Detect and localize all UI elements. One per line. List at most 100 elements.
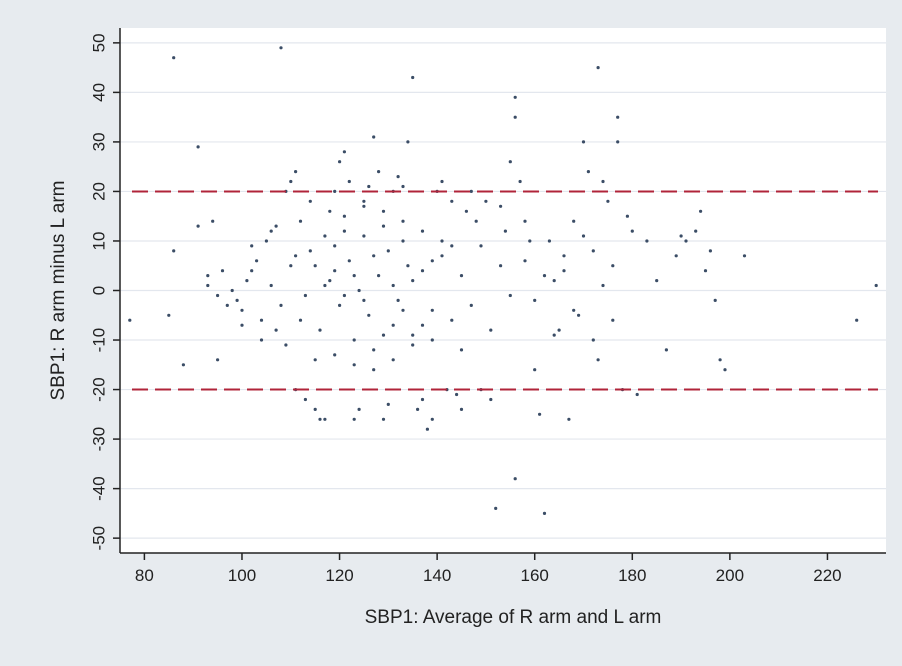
data-point bbox=[318, 417, 322, 421]
data-point bbox=[352, 274, 356, 278]
y-axis-title: SBP1: R arm minus L arm bbox=[48, 181, 69, 401]
data-point bbox=[216, 293, 220, 298]
data-point bbox=[513, 477, 517, 481]
data-point bbox=[664, 348, 669, 352]
y-tick-label: -20 bbox=[89, 377, 108, 402]
data-point bbox=[703, 269, 708, 273]
data-point bbox=[362, 204, 366, 208]
data-point bbox=[411, 75, 415, 80]
data-point bbox=[420, 269, 425, 273]
data-point bbox=[469, 303, 473, 307]
data-point bbox=[450, 244, 454, 248]
data-point bbox=[430, 308, 434, 312]
data-point bbox=[240, 323, 244, 327]
data-point bbox=[342, 150, 346, 154]
y-tick-label: -10 bbox=[89, 328, 108, 353]
data-point bbox=[386, 249, 390, 253]
data-point bbox=[352, 338, 356, 342]
data-point bbox=[411, 279, 415, 283]
data-point bbox=[469, 189, 473, 193]
data-point bbox=[294, 170, 298, 174]
data-point bbox=[581, 140, 586, 144]
data-point bbox=[474, 219, 478, 223]
data-point bbox=[206, 274, 210, 278]
data-point bbox=[274, 328, 278, 332]
x-axis-title: SBP1: Average of R arm and L arm bbox=[365, 607, 662, 628]
data-point bbox=[494, 506, 498, 510]
data-point bbox=[347, 179, 351, 184]
data-point bbox=[616, 115, 620, 119]
data-point bbox=[381, 333, 386, 337]
data-point bbox=[557, 328, 561, 332]
data-point bbox=[645, 239, 649, 243]
data-point bbox=[211, 219, 215, 223]
data-point bbox=[416, 407, 420, 411]
y-tick-label: 0 bbox=[89, 286, 108, 295]
data-point bbox=[181, 363, 185, 367]
data-point bbox=[718, 358, 722, 362]
data-point bbox=[420, 397, 425, 402]
y-tick-label: -30 bbox=[89, 427, 108, 452]
data-point bbox=[855, 318, 859, 322]
data-point bbox=[499, 204, 503, 208]
data-point bbox=[508, 160, 512, 164]
data-point bbox=[674, 254, 678, 258]
data-point bbox=[420, 229, 425, 233]
data-point bbox=[372, 135, 376, 139]
data-point bbox=[386, 402, 390, 406]
data-point bbox=[586, 170, 591, 174]
data-point bbox=[479, 244, 483, 248]
data-point bbox=[342, 293, 346, 298]
data-point bbox=[489, 328, 493, 332]
data-point bbox=[606, 199, 610, 203]
data-point bbox=[362, 199, 366, 203]
data-point bbox=[372, 368, 376, 372]
data-point bbox=[533, 298, 537, 302]
data-point bbox=[723, 368, 727, 372]
data-point bbox=[440, 239, 444, 243]
data-point bbox=[216, 358, 220, 362]
data-point bbox=[279, 46, 283, 50]
data-point bbox=[425, 427, 429, 431]
data-point bbox=[381, 224, 386, 228]
data-point bbox=[342, 214, 346, 218]
data-point bbox=[518, 179, 522, 184]
data-point bbox=[401, 239, 405, 243]
data-point bbox=[196, 145, 200, 149]
data-point bbox=[245, 279, 249, 283]
data-point bbox=[259, 338, 264, 342]
data-point bbox=[562, 269, 566, 273]
data-point bbox=[372, 254, 376, 258]
data-point bbox=[459, 348, 464, 352]
data-point bbox=[655, 279, 659, 283]
data-point bbox=[318, 328, 322, 332]
data-point bbox=[411, 333, 415, 337]
data-point bbox=[591, 338, 595, 342]
data-point bbox=[513, 95, 517, 99]
data-point bbox=[274, 224, 278, 228]
x-tick-label: 100 bbox=[228, 566, 256, 585]
data-point bbox=[562, 254, 566, 258]
y-tick-label: 50 bbox=[89, 33, 108, 52]
data-point bbox=[406, 140, 410, 144]
data-point bbox=[567, 417, 571, 421]
data-point bbox=[323, 417, 327, 421]
data-point bbox=[611, 318, 615, 322]
data-point bbox=[338, 160, 342, 164]
data-point bbox=[572, 219, 576, 223]
data-point bbox=[611, 264, 615, 268]
data-point bbox=[581, 234, 586, 238]
data-point bbox=[499, 264, 503, 268]
data-point bbox=[708, 249, 713, 253]
data-point bbox=[601, 179, 605, 184]
data-point bbox=[552, 279, 556, 283]
data-point bbox=[279, 303, 283, 307]
reference-lines bbox=[132, 190, 878, 391]
data-point bbox=[523, 219, 527, 223]
data-point bbox=[489, 397, 493, 402]
data-point bbox=[391, 283, 395, 288]
data-point bbox=[172, 249, 176, 253]
data-point bbox=[742, 254, 747, 258]
